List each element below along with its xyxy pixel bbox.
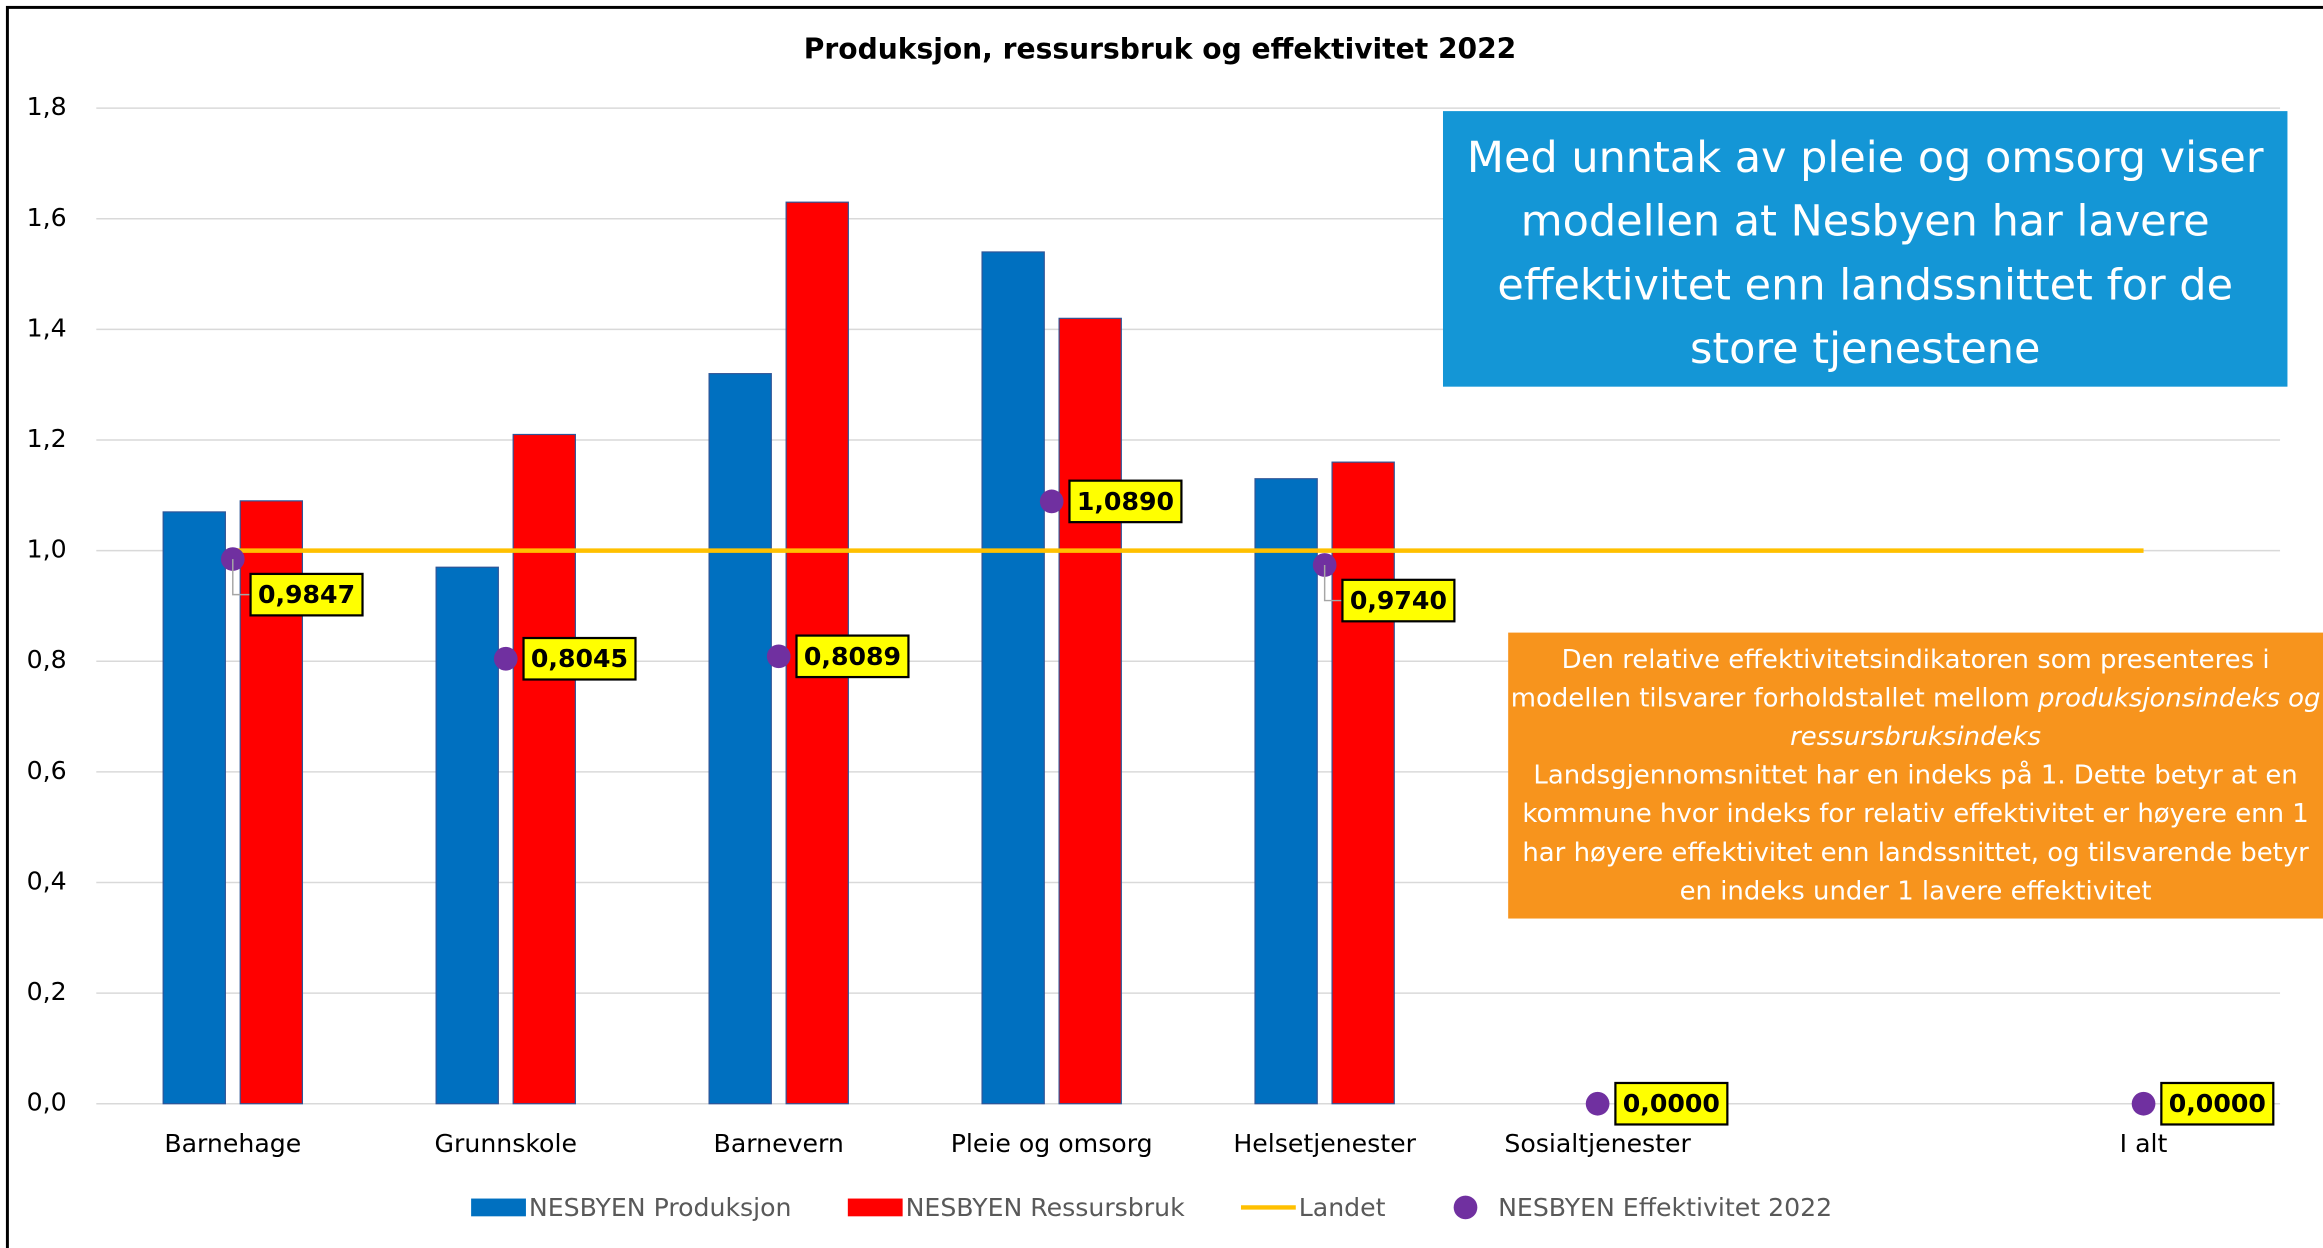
data-label: 0,9740	[1350, 586, 1447, 615]
bar	[1254, 478, 1318, 1105]
annotation-text: Den relative effektivitetsindikatoren so…	[1510, 645, 2270, 715]
legend-swatch	[471, 1198, 526, 1217]
legend-label: NESBYEN Ressursbruk	[906, 1193, 1185, 1222]
data-label-box	[522, 636, 637, 681]
x-tick-label: Barnehage	[164, 1129, 301, 1158]
legend-label: NESBYEN Produksjon	[529, 1193, 792, 1222]
x-tick-label: Grunnskole	[435, 1129, 577, 1158]
bar	[1331, 461, 1395, 1105]
annotation-box: Med unntak av pleie og omsorg viser mode…	[1442, 111, 2288, 387]
bar	[512, 433, 576, 1105]
data-label: 0,8045	[531, 644, 628, 673]
data-label: 0,8089	[804, 642, 901, 671]
leader-line	[1323, 565, 1343, 602]
x-tick-label: I alt	[2120, 1129, 2168, 1158]
y-tick-label: 0,6	[27, 756, 67, 785]
chart-title: Produksjon, ressursbruk og effektivitet …	[804, 32, 1516, 65]
bar	[435, 566, 499, 1105]
leader-line	[232, 559, 251, 596]
data-label: 0,0000	[2169, 1089, 2266, 1118]
y-tick-label: 1,4	[27, 313, 67, 342]
data-label-box	[1614, 1081, 1729, 1126]
x-tick-label: Barnevern	[714, 1129, 844, 1158]
data-label-box	[2160, 1081, 2275, 1126]
y-tick-label: 1,0	[27, 535, 67, 564]
dot	[766, 644, 791, 669]
chart-frame	[5, 5, 2323, 1248]
bar	[981, 251, 1045, 1105]
data-label: 0,0000	[1623, 1089, 1720, 1118]
bar	[162, 511, 226, 1105]
legend-label: NESBYEN Effektivitet 2022	[1498, 1193, 1832, 1222]
x-tick-label: Sosialtjenester	[1504, 1129, 1691, 1158]
x-tick-label: Pleie og omsorg	[951, 1129, 1153, 1158]
dot	[1039, 489, 1064, 514]
legend-swatch	[1453, 1195, 1478, 1220]
annotation-text: produksjonsindeks og ressursbruksindeks	[1790, 684, 2321, 753]
annotation-text: Landsgjennomsnittet har en indeks på 1. …	[1522, 761, 2309, 907]
y-tick-label: 1,8	[27, 92, 67, 121]
data-label-box	[1068, 479, 1183, 524]
y-tick-label: 0,4	[27, 866, 67, 895]
legend-swatch	[847, 1198, 903, 1217]
data-label-box	[249, 572, 364, 617]
y-tick-label: 0,0	[27, 1088, 67, 1117]
y-tick-label: 0,2	[27, 977, 67, 1006]
data-label: 1,0890	[1077, 487, 1174, 516]
y-tick-label: 1,6	[27, 203, 67, 232]
x-tick-label: Helsetjenester	[1233, 1129, 1416, 1158]
data-label: 0,9847	[258, 580, 355, 609]
annotation-box: Den relative effektivitetsindikatoren so…	[1508, 632, 2323, 919]
dot	[1585, 1091, 1610, 1116]
bar	[1058, 317, 1122, 1105]
y-tick-label: 0,8	[27, 645, 67, 674]
legend-label: Landet	[1299, 1193, 1386, 1222]
bar	[708, 373, 772, 1105]
data-label-box	[1341, 578, 1456, 623]
dot	[493, 646, 518, 671]
data-label-box	[795, 634, 910, 679]
y-tick-label: 1,2	[27, 424, 67, 453]
dot	[2131, 1091, 2156, 1116]
